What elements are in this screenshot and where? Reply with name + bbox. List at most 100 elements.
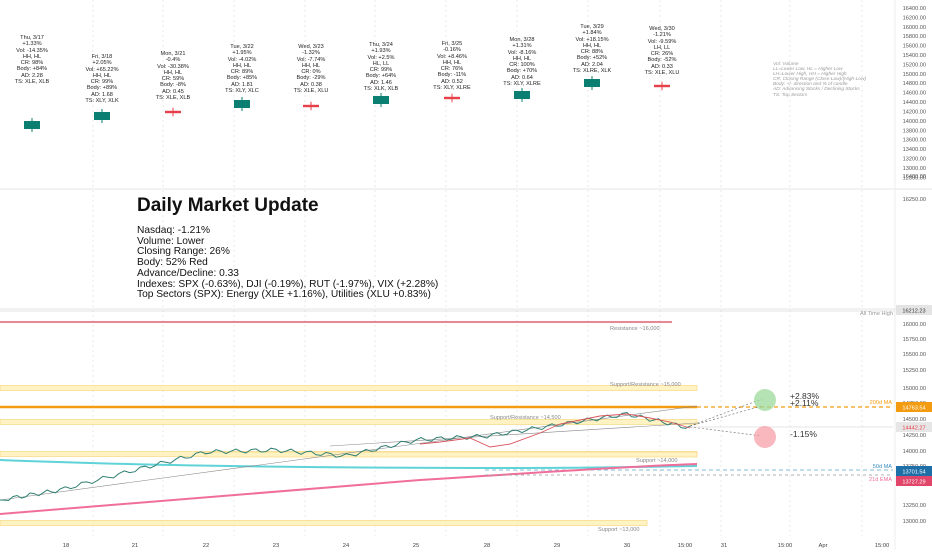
day-annotation-line: AD: 0.45 [162, 88, 184, 95]
legend-line: Body: +/- direction and % of candle [773, 82, 848, 88]
y-tick-label: 16400.00 [903, 6, 926, 12]
day-annotation: Mon, 3/28 +1.31% Vol: -8.16% HH, HL CR: 100%… [491, 37, 553, 87]
x-tick-label: 29 [554, 543, 560, 549]
day-annotation: Fri, 3/18 +2.05% Vol: +65.22% HH, HL CR: 99%… [71, 54, 133, 104]
candle-body [234, 100, 250, 108]
x-tick-label: 24 [343, 543, 350, 549]
y-tick-label: 15800.00 [903, 34, 926, 40]
summary-line: Nasdaq: -1.21% [137, 225, 211, 236]
trendline [0, 405, 698, 501]
target-label: +2.11% [790, 398, 819, 408]
day-annotation: Tue, 3/22 +1.95% Vol: -4.02% HH, HL CR: 89% B… [211, 44, 273, 94]
y-tick-label: 15600.00 [903, 44, 926, 50]
day-annotation-line: Fri, 3/18 [91, 54, 113, 60]
day-annotation-line: AD: 2.28 [21, 72, 43, 79]
day-annotation-line: +1.93% [371, 48, 391, 55]
ma200-badge [896, 402, 932, 412]
y-tick-label: 15400.00 [903, 53, 926, 59]
day-annotation-line: +1.84% [582, 30, 602, 37]
x-tick-label: 15:00 [778, 543, 793, 549]
day-annotation-line: CR: 88% [580, 49, 604, 56]
legend-line: LH=Lower High, HH = Higher High [773, 72, 847, 78]
day-annotation-line: Body: -52% [647, 57, 677, 64]
x-tick-label: 15:00 [875, 543, 890, 549]
ema21-badge [896, 476, 932, 486]
last-price-badge [896, 422, 932, 432]
ma200-label: 200d MA [870, 400, 893, 406]
ma50-line [0, 459, 698, 470]
day-annotation-line: Vol: +18.15% [575, 36, 609, 43]
day-annotation-line: AD: 0.33 [651, 63, 673, 70]
day-annotation-line: +1.95% [232, 50, 252, 57]
y-tick-label: 15000.00 [903, 72, 926, 78]
day-annotation-line: CR: 89% [230, 69, 254, 76]
day-annotation-line: Vol: -4.02% [227, 56, 257, 63]
y-tick-label: 14250.00 [903, 433, 926, 439]
candle-body [94, 112, 110, 120]
day-annotation-line: Body: +52% [576, 55, 608, 62]
day-annotation-line: Vol: +2.5% [367, 54, 395, 61]
x-tick-label: 23 [273, 543, 279, 549]
day-annotation: Wed, 3/30 -1.21% Vol: -9.59% LH, LL CR: 26% B… [631, 26, 693, 76]
day-annotation-line: CR: 99% [90, 79, 114, 86]
y-tick-label: 13800.00 [903, 128, 926, 134]
day-annotation-line: AD: 0.38 [300, 81, 322, 88]
day-annotation-line: Body: +84% [16, 66, 48, 73]
day-annotation-line: Body: -11% [437, 72, 467, 79]
day-annotation-line: Thu, 3/24 [369, 42, 393, 48]
day-annotation-line: Mon, 3/21 [160, 51, 186, 57]
y-tick-label: 13400.00 [903, 147, 926, 153]
y-tick-label: 15750.00 [903, 337, 926, 343]
day-annotation-line: TS: XLY, XLRE [433, 85, 471, 92]
day-annotation-line: TS: XLRE, XLK [572, 68, 612, 75]
summary-line: Closing Range: 26% [137, 246, 230, 258]
x-tick-label: 18 [63, 543, 69, 549]
day-annotation-line: HH, HL [163, 69, 183, 76]
candle-body [165, 110, 181, 114]
day-annotation-line: TS: XLE, XLB [14, 79, 50, 86]
candle-body [303, 104, 319, 108]
day-annotation: Thu, 3/17 +1.33% Vol: -14.35% HH, HL CR: 98%… [1, 35, 63, 85]
day-annotation-line: Tue, 3/29 [580, 24, 604, 30]
day-annotation-line: CR: 0% [301, 69, 321, 76]
day-annotation-line: Mon, 3/28 [509, 37, 535, 43]
day-annotation-line: +1.33% [22, 41, 42, 48]
day-annotation-line: Vol: -14.35% [16, 47, 48, 54]
day-annotation-line: Body: -29% [296, 75, 326, 82]
day-annotation-line: Tue, 3/22 [230, 44, 254, 50]
ma50-value: 13701.54 [902, 470, 925, 476]
day-annotation-line: Vol: +65.22% [85, 66, 119, 73]
day-annotation-line: TS: XLE, XLU [644, 70, 680, 77]
day-annotation-line: HH, HL [92, 72, 112, 79]
day-annotation-line: Body: +85% [226, 75, 258, 82]
day-annotation: Thu, 3/24 +1.93% Vol: +2.5% HL, LL CR: 99% Bo… [350, 42, 412, 92]
y-tick-label: 12800.00 [903, 175, 926, 181]
chart-title: Daily Market Update [137, 195, 319, 216]
day-annotation-line: Vol: +8.46% [436, 53, 467, 60]
day-annotation-line: Vol: -9.59% [647, 38, 677, 45]
y-tick-label: 14600.00 [903, 91, 926, 97]
candle-body [514, 91, 530, 99]
ma50-badge [896, 466, 932, 476]
all-time-high-badge [896, 305, 932, 315]
day-annotation-line: AD: 1.81 [231, 81, 253, 88]
y-tick-label: 16000.00 [903, 322, 926, 328]
day-annotation-line: Wed, 3/30 [649, 26, 675, 32]
level-label: Resistance ~16,000 [610, 326, 660, 332]
day-annotation-line: HH, HL [232, 62, 252, 69]
ema21-line [0, 463, 698, 515]
summary-line: Top Sectors (SPX): Energy (XLE +1.16%), … [137, 289, 431, 301]
y-tick-label: 15250.00 [903, 368, 926, 374]
day-annotation-line: CR: 59% [161, 76, 185, 83]
day-annotation-line: TS: XLE, XLB [155, 95, 191, 102]
summary-line: Advance/Decline: 0.33 [137, 267, 239, 279]
ma50-label: 50d MA [873, 464, 893, 470]
y-tick-label: 14200.00 [903, 109, 926, 115]
day-annotation-line: Body: +89% [86, 85, 118, 92]
projection-up [689, 405, 763, 427]
y-tick-label: 13000.00 [903, 519, 926, 525]
target-label: +2.83% [790, 391, 820, 401]
y-tick-label: 14400.00 [903, 100, 926, 106]
